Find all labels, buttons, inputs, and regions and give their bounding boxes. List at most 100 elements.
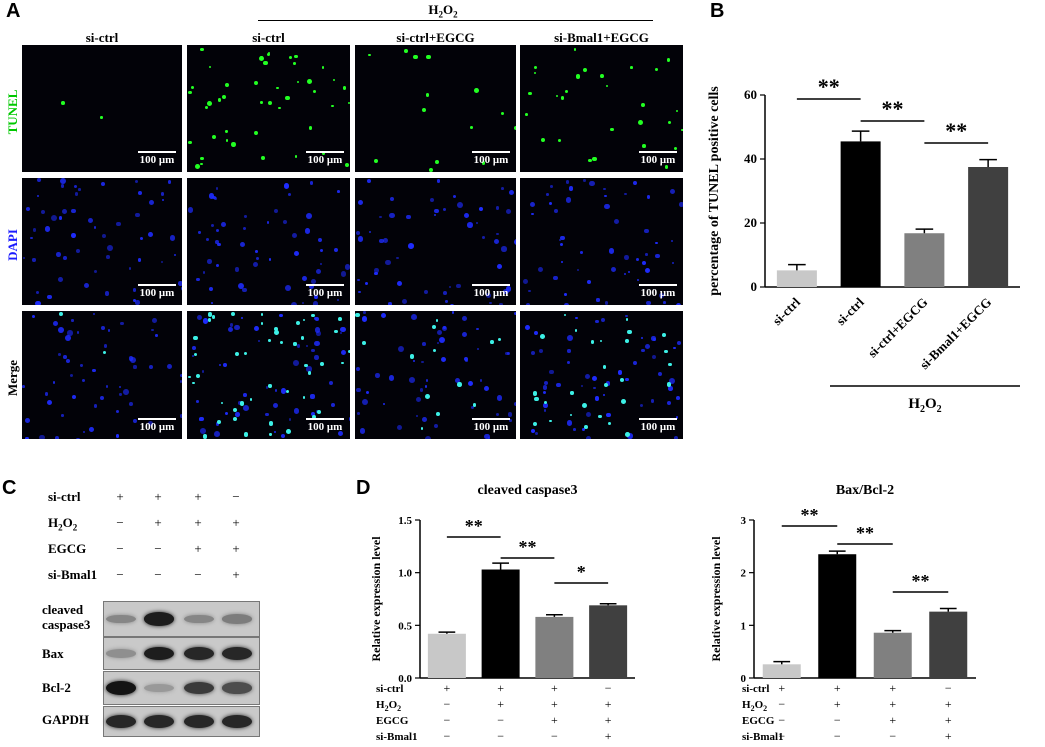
treatment-label: si-Bmal1 <box>742 731 784 743</box>
y-tick-label: 60 <box>744 87 757 102</box>
treatment-sign: + <box>443 681 451 695</box>
wb-band <box>184 682 214 694</box>
scale-bar: 100 μm <box>306 284 344 299</box>
bar <box>929 611 968 678</box>
treatment-sign: + <box>889 697 897 711</box>
wb-band <box>184 715 214 728</box>
y-tick-label: 3 <box>741 515 747 527</box>
wb-band-label: Bax <box>42 646 64 661</box>
treatment-sign: + <box>833 697 841 711</box>
micrograph-tunel-1: 100 μm <box>22 45 182 172</box>
wb-treatment-sign: − <box>116 541 124 556</box>
y-tick-label: 2 <box>741 568 747 580</box>
wb-treatment-sign: + <box>194 541 202 556</box>
h2o2-group-label: H2O2 <box>428 2 458 20</box>
x-tick-label: si-ctrl <box>769 294 803 328</box>
y-tick-label: 40 <box>744 151 757 166</box>
treatment-sign: − <box>497 729 505 743</box>
micrograph-merge-4: 100 μm <box>520 311 683 439</box>
x-tick-label: si-ctrl <box>833 294 867 328</box>
x-tick-label: si-ctrl+EGCG <box>865 295 931 361</box>
treatment-sign: + <box>604 729 612 743</box>
row-label-dapi: DAPI <box>5 229 20 261</box>
treatment-sign: + <box>833 681 841 695</box>
scale-bar: 100 μm <box>306 151 344 166</box>
col-label-si-bmal1-egcg: si-Bmal1+EGCG <box>554 30 649 45</box>
treatment-sign: − <box>778 697 786 711</box>
scale-bar: 100 μm <box>639 284 677 299</box>
scale-bar: 100 μm <box>306 418 344 433</box>
bar <box>762 664 801 678</box>
scale-bar: 100 μm <box>472 418 510 433</box>
h2o2-group-line <box>258 20 653 21</box>
chart-title: Bax/Bcl-2 <box>836 483 894 498</box>
treatment-sign: − <box>550 729 558 743</box>
wb-band <box>222 647 252 660</box>
treatment-label: si-ctrl <box>742 683 770 695</box>
treatment-sign: − <box>778 729 786 743</box>
wb-band-label: Bcl-2 <box>42 680 71 695</box>
wb-treatment-sign: + <box>194 515 202 530</box>
treatment-sign: − <box>443 729 451 743</box>
significance-marker: ** <box>801 505 819 525</box>
micrograph-dapi-3: 100 μm <box>355 178 516 305</box>
treatment-sign: − <box>944 681 952 695</box>
treatment-sign: − <box>443 697 451 711</box>
y-axis-label: percentage of TUNEL positive cells <box>707 86 722 296</box>
treatment-sign: + <box>550 713 558 727</box>
wb-treatment-sign: − <box>116 567 124 582</box>
y-tick-label: 0.0 <box>398 673 412 685</box>
wb-band <box>222 682 252 694</box>
micrograph-dapi-1: 100 μm <box>22 178 182 305</box>
scale-bar: 100 μm <box>639 418 677 433</box>
panel-c-label: C <box>2 477 17 499</box>
significance-marker: * <box>577 562 586 582</box>
significance-marker: ** <box>519 537 537 557</box>
wb-treatment-sign: + <box>232 541 240 556</box>
treatment-sign: + <box>889 681 897 695</box>
bar <box>968 167 1009 287</box>
col-label-si-ctrl-h2o2: si-ctrl <box>252 30 285 45</box>
wb-treatment-sign: + <box>154 489 162 504</box>
panel-d-label: D <box>356 477 371 499</box>
treatment-sign: + <box>944 713 952 727</box>
wb-band <box>106 614 136 624</box>
treatment-sign: − <box>889 729 897 743</box>
treatment-sign: − <box>833 729 841 743</box>
wb-band <box>144 715 174 728</box>
wb-treatment-sign: + <box>194 489 202 504</box>
treatment-sign: + <box>889 713 897 727</box>
bar <box>904 233 945 287</box>
wb-treatment-sign: − <box>154 541 162 556</box>
treatment-sign: + <box>497 697 505 711</box>
bar <box>840 141 881 287</box>
wb-band <box>106 681 136 695</box>
treatment-label: H2O2 <box>742 699 768 714</box>
treatment-sign: + <box>604 697 612 711</box>
wb-treatment-sign: − <box>154 567 162 582</box>
micrograph-merge-3: 100 μm <box>355 311 516 439</box>
tunel-bar-chart: 0 20 40 60 percentage of TUNEL positive cell… <box>707 74 1020 415</box>
wb-blot-strip <box>103 637 260 670</box>
scale-bar: 100 μm <box>138 151 176 166</box>
treatment-sign: + <box>550 697 558 711</box>
scale-bar: 100 μm <box>472 151 510 166</box>
bax-bcl2-chart: 0 1 2 3 Relative expression level Bax/Bcl-2 **… <box>712 483 976 685</box>
bar <box>427 633 466 678</box>
micrograph-tunel-3: 100 μm <box>355 45 516 172</box>
wb-blot-strip <box>103 706 260 737</box>
y-tick-label: 1.5 <box>398 515 412 527</box>
wb-band <box>184 647 214 660</box>
scale-bar: 100 μm <box>138 418 176 433</box>
wb-treatment-label: si-ctrl <box>48 489 81 504</box>
wb-treatment-sign: + <box>154 515 162 530</box>
treatment-sign: − <box>833 713 841 727</box>
y-tick-label: 1 <box>741 620 747 632</box>
micrograph-merge-2: 100 μm <box>187 311 350 439</box>
wb-band-label: cleaved caspase3 <box>42 602 91 632</box>
wb-treatment-sign: − <box>194 567 202 582</box>
y-tick-label: 0 <box>751 279 758 294</box>
bar <box>535 616 574 678</box>
treatment-sign: − <box>443 713 451 727</box>
chart-title: cleaved caspase3 <box>478 483 578 498</box>
